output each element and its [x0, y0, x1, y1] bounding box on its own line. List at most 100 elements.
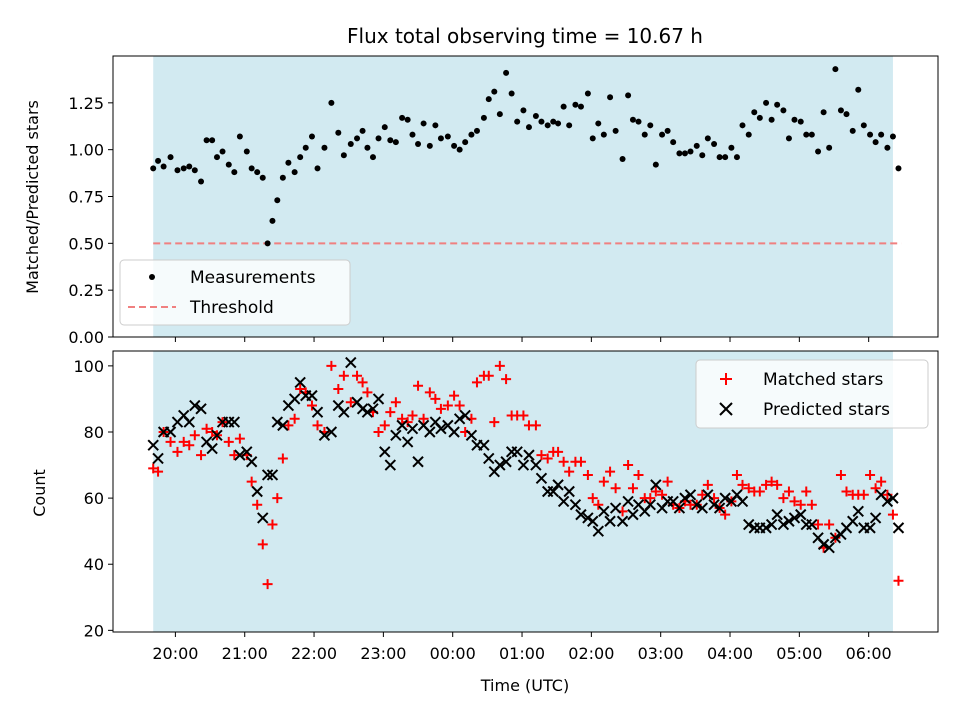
measurement-point — [635, 118, 642, 125]
matched-star-point — [772, 479, 783, 490]
matched-star-point — [876, 476, 887, 487]
measurement-point — [369, 154, 376, 161]
predicted-star-point — [345, 356, 357, 369]
predicted-star-point — [598, 505, 610, 518]
matched-star-point — [312, 420, 323, 431]
matched-star-point — [385, 407, 396, 418]
predicted-star-point — [847, 515, 859, 527]
matched-star-point — [442, 400, 453, 411]
measurement-point — [473, 127, 480, 134]
matched-star-point — [283, 420, 294, 431]
predicted-star-point — [183, 416, 195, 428]
matched-star-point — [229, 450, 240, 461]
measurement-point — [768, 116, 775, 123]
measurement-point — [340, 152, 347, 159]
predicted-star-point — [650, 479, 662, 491]
measurement-point — [837, 107, 844, 114]
predicted-star-point — [627, 508, 639, 521]
measurement-point — [826, 144, 833, 151]
matched-star-point — [277, 453, 288, 464]
predicted-star-point — [817, 538, 830, 551]
measurement-point — [860, 122, 867, 129]
matched-star-point — [737, 479, 748, 490]
predicted-star-point — [696, 502, 708, 514]
measurement-point — [364, 144, 371, 151]
x-tick-label: 03:00 — [638, 644, 684, 663]
matched-star-point — [257, 539, 268, 550]
predicted-star-point — [616, 515, 629, 527]
matched-star-point — [778, 493, 789, 504]
predicted-star-point — [266, 469, 279, 481]
measurement-point — [745, 131, 752, 138]
matched-star-point — [657, 489, 668, 500]
predicted-star-point — [372, 393, 385, 405]
matched-star-point — [633, 469, 644, 480]
predicted-star-point — [338, 406, 350, 418]
predicted-star-point — [523, 449, 535, 461]
predicted-star-point — [708, 499, 720, 511]
x-tick-label: 23:00 — [360, 644, 406, 663]
measurement-point — [437, 135, 444, 142]
measurement-point — [160, 163, 167, 170]
measurement-point — [676, 150, 683, 157]
measurement-point — [415, 141, 422, 148]
measurement-point — [884, 144, 891, 151]
predicted-star-point — [575, 508, 587, 521]
matched-star-point — [536, 450, 547, 461]
measurement-point — [607, 94, 614, 101]
matched-star-point — [338, 370, 349, 381]
matched-star-point — [518, 410, 529, 421]
matched-star-point — [795, 499, 806, 510]
legend-marker-predicted — [719, 402, 733, 416]
matched-star-point — [645, 493, 656, 504]
measurement-point — [763, 99, 770, 106]
matched-star-point — [454, 400, 465, 411]
measurement-point — [491, 88, 498, 95]
measurement-point — [855, 86, 862, 93]
predicted-star-point — [318, 429, 331, 442]
measurement-point — [832, 66, 839, 73]
predicted-star-point — [277, 419, 289, 432]
matched-star-point — [494, 360, 505, 371]
matched-star-point — [262, 579, 273, 590]
measurement-point — [503, 69, 510, 76]
legend-label-predicted: Predicted stars — [763, 400, 890, 420]
ratio-y-axis-label: Matched/Predicted stars — [23, 100, 42, 294]
matched-star-point — [841, 486, 852, 497]
measurement-point — [264, 240, 271, 247]
measurement-point — [820, 109, 827, 116]
measurement-point — [302, 144, 309, 151]
predicted-star-point — [644, 499, 656, 511]
predicted-star-point — [164, 426, 177, 438]
measurement-point — [791, 116, 798, 123]
measurement-point — [797, 118, 804, 125]
matched-star-point — [824, 519, 835, 530]
predicted-star-point — [189, 399, 201, 412]
x-tick-label: 06:00 — [846, 644, 892, 663]
legend-label-threshold: Threshold — [189, 298, 274, 318]
matched-star-point — [397, 413, 408, 424]
measurement-point — [895, 165, 902, 172]
predicted-star-point — [892, 522, 905, 534]
measurement-point — [451, 142, 458, 149]
count-x-ticks: 20:00 21:00 22:00 23:00 00:00 01:00 02:00 03:00… — [152, 632, 892, 663]
predicted-star-point — [869, 512, 882, 524]
predicted-star-point — [771, 508, 783, 521]
measurement-point — [520, 107, 527, 114]
matched-star-point — [333, 384, 344, 395]
measurement-point — [560, 103, 567, 110]
measurement-point — [387, 137, 394, 144]
predicted-star-point — [453, 413, 466, 425]
measurement-point — [572, 101, 579, 108]
legend-label-matched: Matched stars — [763, 370, 883, 390]
measurement-points — [150, 66, 902, 247]
ratio-axes-frame — [112, 55, 939, 338]
ratio-y-ticks: 0.00 0.25 0.50 0.75 1.00 1.25 — [68, 94, 113, 347]
matched-star-point — [373, 426, 384, 437]
matched-star-point — [893, 575, 904, 586]
matched-star-point — [650, 486, 661, 497]
matched-star-point — [252, 499, 263, 510]
matched-star-point — [267, 519, 278, 530]
predicted-star-point — [881, 495, 894, 508]
matched-star-point — [553, 446, 564, 457]
